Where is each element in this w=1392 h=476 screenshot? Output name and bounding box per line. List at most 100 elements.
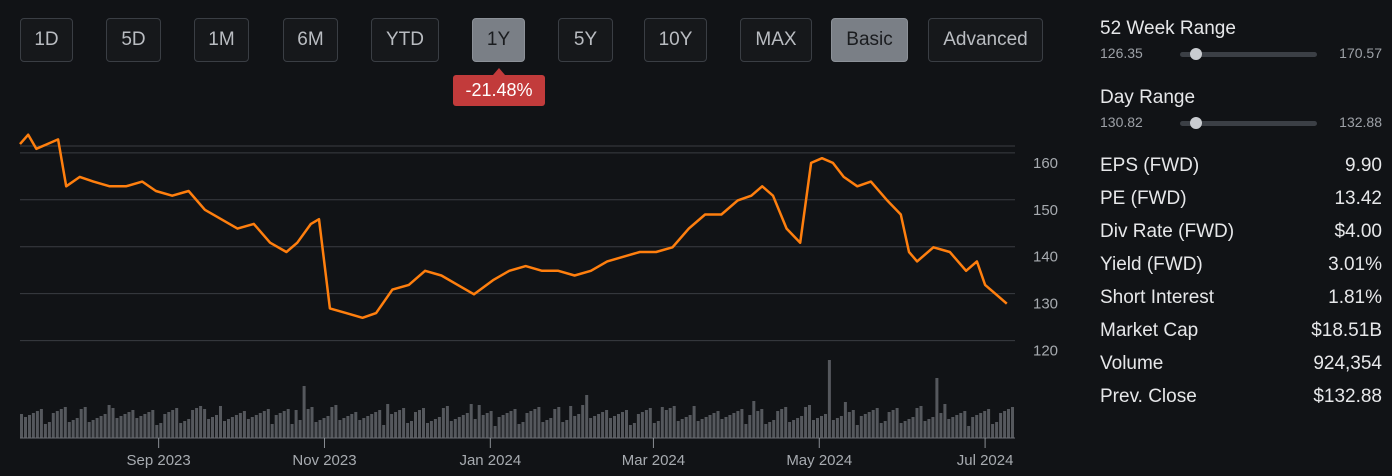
volume-bar (525, 413, 529, 438)
price-chart[interactable]: 120 130 140 150 160 Sep 2023 Nov 2023 Jan 2024… (0, 130, 1075, 476)
day-range-high: 132.88 (1339, 114, 1382, 130)
period-1m-button[interactable]: 1M (194, 18, 249, 62)
volume-bar (537, 407, 541, 438)
volume-bar (804, 407, 808, 438)
volume-bar (676, 421, 680, 438)
volume-bar (621, 412, 624, 438)
volume-bar (577, 414, 581, 438)
period-max-button[interactable]: MAX (740, 18, 812, 62)
volume-bar (414, 412, 417, 438)
period-6m-button[interactable]: 6M (283, 18, 338, 62)
volume-bar (43, 424, 47, 438)
volume-bar (394, 412, 398, 438)
basic-view-button[interactable]: Basic (831, 18, 908, 62)
stat-label: Yield (FWD) (1100, 254, 1203, 275)
stat-value: 9.90 (1345, 155, 1382, 176)
volume-bar (975, 415, 979, 438)
x-tick-label: May 2024 (786, 452, 852, 469)
volume-bar (951, 417, 955, 438)
period-5d-button[interactable]: 5D (106, 18, 161, 62)
volume-bar (163, 414, 167, 438)
volume-bar (979, 413, 983, 438)
volume-bar (362, 418, 366, 438)
volume-bar (406, 423, 410, 438)
stat-value: $4.00 (1334, 221, 1382, 242)
volume-bar (748, 415, 752, 438)
advanced-view-button[interactable]: Advanced (928, 18, 1043, 62)
volume-bar (24, 417, 27, 438)
volume-bar (473, 419, 477, 438)
day-range-low: 130.82 (1100, 114, 1143, 130)
volume-bar (47, 422, 51, 438)
volume-bar (31, 413, 35, 438)
volume-bar (632, 423, 636, 438)
day-range-indicator (1190, 117, 1203, 129)
volume-bar (219, 406, 222, 438)
volume-bar (374, 412, 378, 438)
volume-bar (203, 409, 207, 438)
volume-bar (246, 419, 250, 438)
volume-bar (724, 417, 728, 438)
volume-bar (338, 420, 342, 438)
week52-high: 170.57 (1339, 45, 1382, 61)
volume-bar (366, 416, 370, 438)
volume-bar (497, 417, 501, 438)
period-1y-button[interactable]: 1Y (472, 18, 525, 62)
volume-bar (87, 422, 91, 438)
volume-bar (569, 406, 573, 438)
volume-bar (135, 418, 139, 438)
volume-bar (465, 413, 469, 438)
volume-bar (441, 408, 445, 438)
volume-bar (266, 409, 270, 438)
volume-bar (107, 405, 111, 438)
volume-bar (847, 412, 851, 438)
volume-bar (648, 408, 652, 438)
volume-bar (688, 415, 692, 438)
volume-bar (262, 411, 266, 438)
volume-bar (461, 415, 465, 438)
volume-bar (187, 419, 191, 438)
volume-bar (310, 407, 314, 438)
y-axis-ticks: 120 130 140 150 160 (1033, 155, 1058, 360)
volume-bar (230, 417, 234, 438)
volume-bar (740, 409, 744, 438)
stat-value: 1.81% (1328, 287, 1382, 308)
volume-bar (947, 419, 951, 438)
y-tick-label: 150 (1033, 202, 1058, 219)
volume-bar (227, 419, 230, 438)
volume-bar (752, 401, 756, 438)
y-tick-label: 140 (1033, 249, 1058, 266)
volume-bar (195, 408, 199, 438)
volume-bar (250, 417, 254, 438)
volume-bar (199, 406, 203, 438)
stat-value: 3.01% (1328, 254, 1382, 275)
stat-label: PE (FWD) (1100, 188, 1187, 209)
volume-bar (521, 422, 525, 438)
stat-label: Div Rate (FWD) (1100, 221, 1235, 242)
volume-bar (326, 416, 330, 438)
volume-bar (700, 419, 704, 438)
stat-pe: PE (FWD) 13.42 (1100, 188, 1382, 218)
volume-bar (254, 415, 258, 438)
volume-bar (75, 418, 79, 438)
period-5y-button[interactable]: 5Y (558, 18, 613, 62)
volume-bar (652, 423, 656, 438)
period-change-badge: -21.48% (453, 68, 545, 106)
volume-bar (557, 407, 561, 438)
volume-bar (605, 410, 609, 438)
period-10y-button[interactable]: 10Y (644, 18, 707, 62)
volume-bar (429, 421, 433, 438)
volume-bar (732, 413, 736, 438)
volume-bar (593, 416, 597, 438)
period-ytd-button[interactable]: YTD (371, 18, 439, 62)
volume-bar (51, 413, 55, 438)
volume-bar (314, 422, 318, 438)
period-1d-button[interactable]: 1D (20, 18, 73, 62)
volume-bar (183, 421, 187, 438)
stat-eps: EPS (FWD) 9.90 (1100, 155, 1382, 185)
volume-bar (270, 424, 274, 438)
volume-bar (549, 418, 553, 438)
volume-bar (668, 408, 672, 438)
volume-bar (28, 415, 31, 438)
volume-bar (258, 413, 262, 438)
